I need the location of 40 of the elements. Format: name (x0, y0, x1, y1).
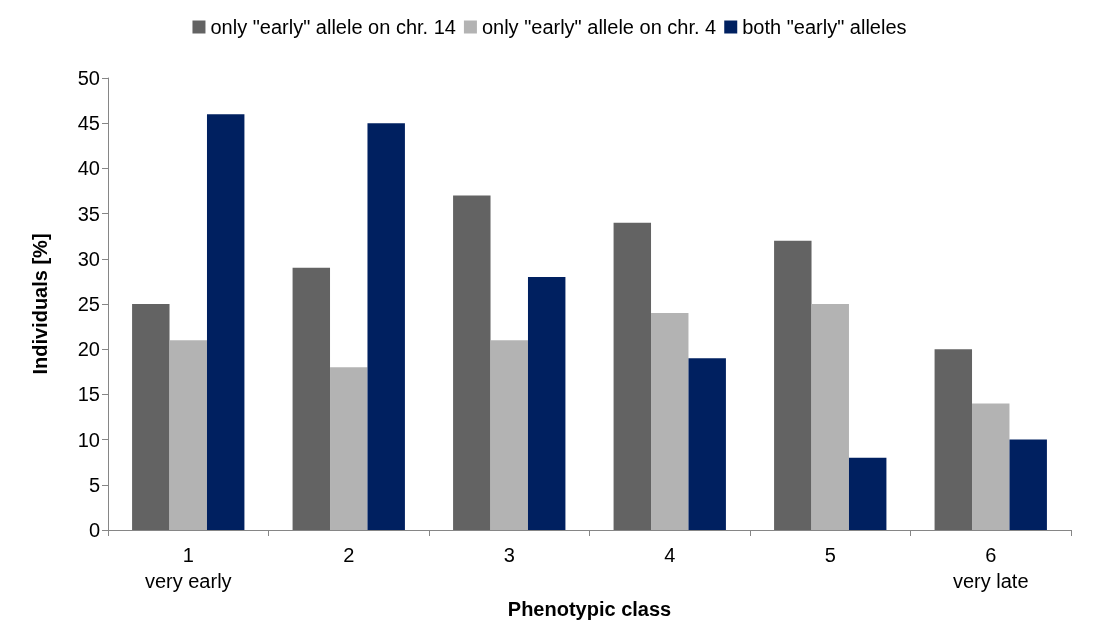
y-tick-label: 10 (77, 428, 100, 451)
y-tick-label: 40 (77, 157, 100, 180)
y-tick-label: 15 (77, 383, 100, 406)
bar (490, 340, 528, 530)
bar (367, 123, 405, 530)
bar (527, 276, 566, 530)
legend-label: both "early" alleles (742, 16, 907, 38)
bar (848, 457, 887, 530)
y-tick-label: 45 (77, 112, 100, 135)
x-tick-label: 3 (503, 544, 515, 566)
y-tick-label: 35 (77, 202, 100, 225)
bar (774, 240, 812, 530)
bar (934, 349, 973, 530)
bar (206, 114, 245, 530)
bar (972, 403, 1010, 530)
x-tick-label: 2 (343, 544, 355, 566)
x-tick-label: 4 (664, 544, 676, 566)
legend-label: only "early" allele on chr. 14 (210, 16, 456, 38)
bar (169, 340, 207, 530)
bar (1009, 439, 1047, 530)
bar (688, 358, 726, 530)
bar (811, 304, 849, 530)
bar (613, 222, 652, 530)
y-axis-title: Individuals [%] (29, 233, 51, 375)
bar (651, 313, 689, 530)
y-tick-label: 30 (77, 247, 100, 270)
y-tick-label: 50 (77, 67, 100, 89)
x-axis-title: Phenotypic class (507, 597, 672, 620)
y-tick-label: 0 (88, 519, 100, 541)
x-tick-label: 6 very late (952, 544, 1029, 592)
y-tick-label: 5 (88, 473, 100, 496)
bar (330, 367, 368, 530)
x-tick-label: 5 (824, 544, 836, 566)
x-tick-label: 1 very early (144, 544, 232, 592)
bar (132, 304, 170, 530)
legend-label: only "early" allele on chr. 4 (481, 16, 717, 38)
y-tick-label: 25 (77, 293, 100, 315)
bar (292, 267, 331, 530)
bar (453, 195, 491, 530)
y-tick-label: 20 (77, 338, 100, 361)
